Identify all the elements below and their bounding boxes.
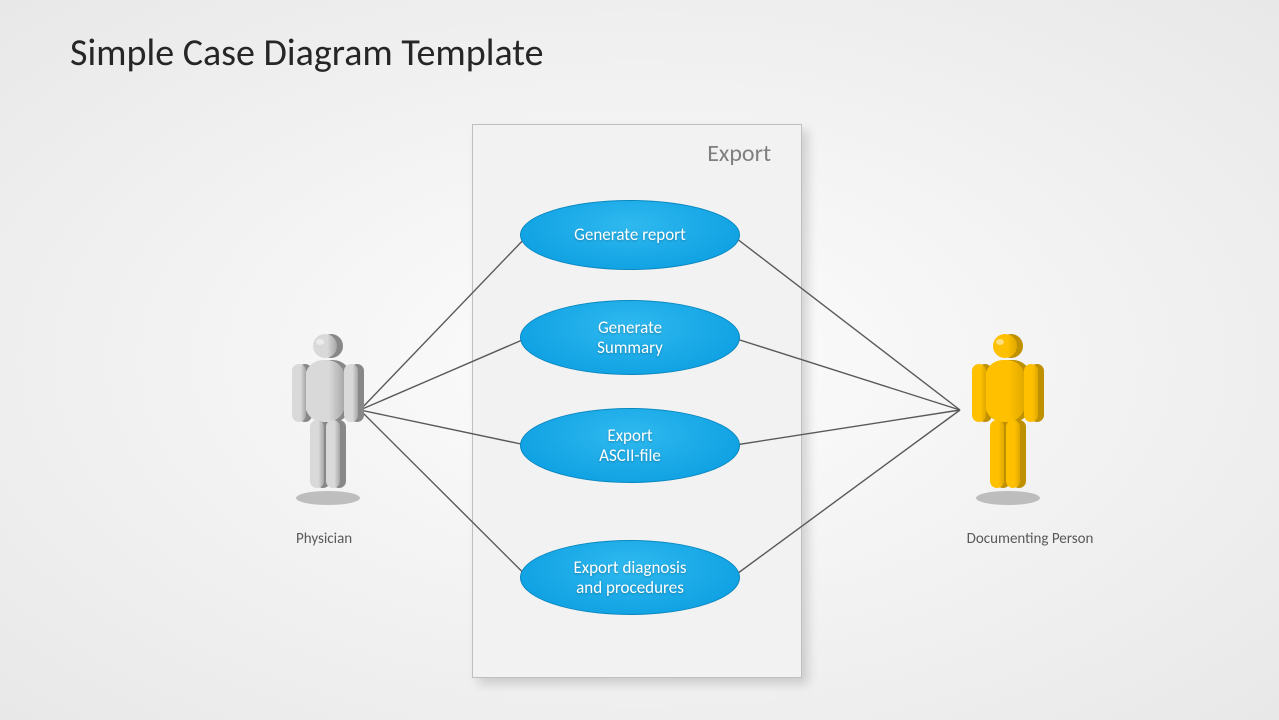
uc-export-ascii: ExportASCII-file [520,408,740,483]
actor-physician-label: Physician [296,530,352,548]
uc-generate-report-label: Generate report [574,225,686,245]
system-title: Export [707,139,771,168]
actor-physician-icon [280,330,370,510]
uc-export-diag: Export diagnosisand procedures [520,540,740,615]
actor-documenting-person-icon [960,330,1050,510]
uc-generate-report: Generate report [520,200,740,270]
uc-generate-summary-label: GenerateSummary [597,318,663,357]
uc-export-ascii-label: ExportASCII-file [599,426,661,465]
page-title: Simple Case Diagram Template [70,30,544,76]
uc-generate-summary: GenerateSummary [520,300,740,375]
uc-export-diag-label: Export diagnosisand procedures [573,558,686,597]
actor-documenting-person-label: Documenting Person [930,530,1130,548]
